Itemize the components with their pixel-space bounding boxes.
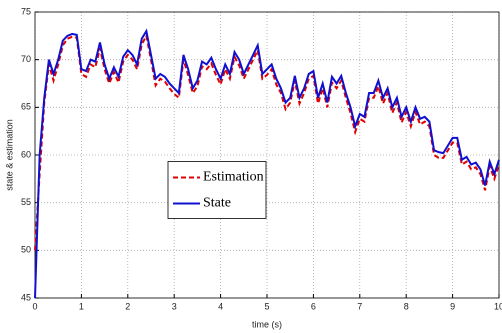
- y-tick-label: 65: [21, 102, 31, 112]
- x-tick-label: 9: [450, 301, 455, 311]
- legend-box: [167, 161, 267, 219]
- x-tick-label: 6: [311, 301, 316, 311]
- plot-frame: [34, 11, 500, 299]
- x-tick-label: 3: [172, 301, 177, 311]
- y-tick-label: 50: [21, 245, 31, 255]
- y-tick-label: 45: [21, 292, 31, 302]
- y-tick-label: 55: [21, 197, 31, 207]
- y-tick-label: 70: [21, 54, 31, 64]
- x-tick-label: 2: [125, 301, 130, 311]
- x-tick-label: 5: [264, 301, 269, 311]
- x-tick-label: 8: [404, 301, 409, 311]
- y-tick-label: 75: [21, 6, 31, 16]
- x-tick-label: 1: [79, 301, 84, 311]
- x-tick-label: 4: [218, 301, 223, 311]
- legend-label: Estimation: [203, 170, 264, 185]
- y-tick-label: 60: [21, 149, 31, 159]
- x-tick-label: 0: [32, 301, 37, 311]
- y-axis-label: state & estimation: [4, 119, 14, 191]
- legend-label: State: [203, 196, 231, 211]
- x-axis-label: time (s): [252, 319, 282, 329]
- series-line: [34, 28, 500, 299]
- series-line: [34, 32, 500, 251]
- x-tick-label: 10: [494, 301, 502, 311]
- x-tick-label: 7: [357, 301, 362, 311]
